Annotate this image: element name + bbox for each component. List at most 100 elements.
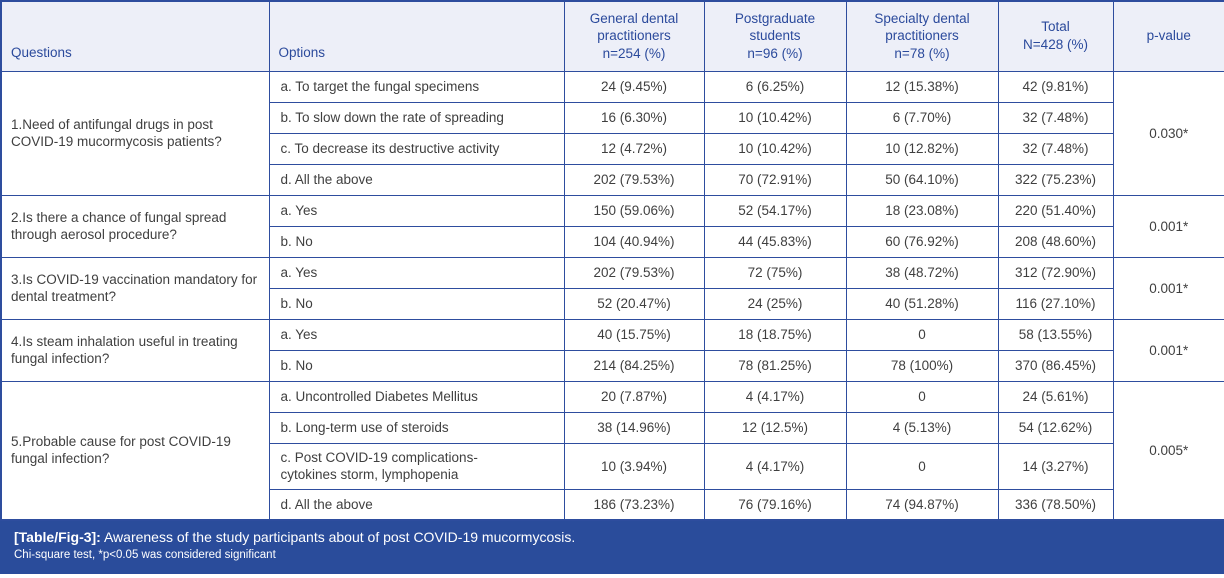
value-cell: 202 (79.53%) [563,256,705,289]
table-row: c. To decrease its destructive activity … [1,132,1224,165]
value-cell: 42 (9.81%) [997,70,1114,103]
table-row: b. No 214 (84.25%) 78 (81.25%) 78 (100%)… [1,349,1224,382]
option-cell: b. No [268,287,565,320]
value-cell: 208 (48.60%) [997,225,1114,258]
value-cell: 24 (25%) [703,287,847,320]
value-cell: 214 (84.25%) [563,349,705,382]
value-cell: 10 (10.42%) [703,101,847,134]
value-cell: 40 (15.75%) [563,318,705,351]
value-cell: 116 (27.10%) [997,287,1114,320]
value-cell: 52 (20.47%) [563,287,705,320]
value-cell: 322 (75.23%) [997,163,1114,196]
value-cell: 40 (51.28%) [845,287,999,320]
header-total: Total N=428 (%) [997,0,1114,72]
value-cell: 14 (3.27%) [997,442,1114,490]
awareness-table: Questions Options General dental practit… [0,0,1224,521]
value-cell: 104 (40.94%) [563,225,705,258]
table-row: b. No 52 (20.47%) 24 (25%) 40 (51.28%) 1… [1,287,1224,320]
value-cell: 72 (75%) [703,256,847,289]
question-cell: 2.Is there a chance of fungal spread thr… [0,194,270,258]
table-row: d. All the above 186 (73.23%) 76 (79.16%… [1,488,1224,521]
p-value-cell: 0.001* [1112,256,1224,320]
option-cell: b. No [268,225,565,258]
question-cell: 5.Probable cause for post COVID-19 funga… [0,380,270,521]
value-cell: 18 (23.08%) [845,194,999,227]
value-cell: 38 (14.96%) [563,411,705,444]
value-cell: 186 (73.23%) [563,488,705,521]
table-row: b. No 104 (40.94%) 44 (45.83%) 60 (76.92… [1,225,1224,258]
value-cell: 18 (18.75%) [703,318,847,351]
option-cell: a. Uncontrolled Diabetes Mellitus [268,380,565,413]
value-cell: 220 (51.40%) [997,194,1114,227]
option-cell: a. To target the fungal specimens [268,70,565,103]
value-cell: 50 (64.10%) [845,163,999,196]
value-cell: 10 (10.42%) [703,132,847,165]
option-cell: b. Long-term use of steroids [268,411,565,444]
value-cell: 20 (7.87%) [563,380,705,413]
header-postgraduate: Postgraduate students n=96 (%) [703,0,847,72]
value-cell: 78 (81.25%) [703,349,847,382]
option-cell: c. Post COVID-19 complications- cytokine… [268,442,565,490]
caption-text: Awareness of the study participants abou… [100,529,576,545]
value-cell: 150 (59.06%) [563,194,705,227]
value-cell: 58 (13.55%) [997,318,1114,351]
option-cell: a. Yes [268,318,565,351]
caption-footnote: Chi-square test, *p<0.05 was considered … [14,549,276,562]
value-cell: 74 (94.87%) [845,488,999,521]
value-cell: 6 (7.70%) [845,101,999,134]
value-cell: 12 (12.5%) [703,411,847,444]
value-cell: 4 (4.17%) [703,442,847,490]
p-value-cell: 0.030* [1112,70,1224,196]
table-row: b. To slow down the rate of spreading 16… [1,101,1224,134]
header-p-value: p-value [1112,0,1224,72]
table-row: 2.Is there a chance of fungal spread thr… [0,194,1224,258]
value-cell: 38 (48.72%) [845,256,999,289]
value-cell: 78 (100%) [845,349,999,382]
option-cell: a. Yes [268,194,565,227]
option-cell: a. Yes [268,256,565,289]
table-row: 3.Is COVID-19 vaccination mandatory for … [0,256,1224,320]
value-cell: 312 (72.90%) [997,256,1114,289]
value-cell: 76 (79.16%) [703,488,847,521]
option-cell: b. No [268,349,565,382]
value-cell: 10 (3.94%) [563,442,705,490]
question-cell: 3.Is COVID-19 vaccination mandatory for … [0,256,270,320]
value-cell: 24 (5.61%) [997,380,1114,413]
value-cell: 24 (9.45%) [563,70,705,103]
question-cell: 1.Need of antifungal drugs in post COVID… [0,70,270,196]
table-row: 4.Is steam inhalation useful in treating… [0,318,1224,382]
caption-tag: [Table/Fig-3]: [14,529,101,545]
value-cell: 336 (78.50%) [997,488,1114,521]
value-cell: 60 (76.92%) [845,225,999,258]
value-cell: 16 (6.30%) [563,101,705,134]
value-cell: 0 [845,318,999,351]
p-value-cell: 0.001* [1112,194,1224,258]
value-cell: 0 [845,442,999,490]
option-cell: d. All the above [268,163,565,196]
option-cell: b. To slow down the rate of spreading [268,101,565,134]
value-cell: 4 (5.13%) [845,411,999,444]
option-cell: d. All the above [268,488,565,521]
table-row: c. Post COVID-19 complications- cytokine… [1,442,1224,490]
header-options: Options [268,0,565,72]
header-row: Questions Options General dental practit… [0,0,1224,72]
value-cell: 32 (7.48%) [997,101,1114,134]
value-cell: 54 (12.62%) [997,411,1114,444]
value-cell: 4 (4.17%) [703,380,847,413]
p-value-cell: 0.005* [1112,380,1224,521]
value-cell: 370 (86.45%) [997,349,1114,382]
value-cell: 70 (72.91%) [703,163,847,196]
table-caption: [Table/Fig-3]: Awareness of the study pa… [0,521,1224,574]
header-specialty-dental: Specialty dental practitioners n=78 (%) [845,0,999,72]
p-value-cell: 0.001* [1112,318,1224,382]
value-cell: 32 (7.48%) [997,132,1114,165]
header-questions: Questions [0,0,270,72]
table-row: d. All the above 202 (79.53%) 70 (72.91%… [1,163,1224,196]
value-cell: 12 (15.38%) [845,70,999,103]
table-row: b. Long-term use of steroids 38 (14.96%)… [1,411,1224,444]
question-cell: 4.Is steam inhalation useful in treating… [0,318,270,382]
table-row: 5.Probable cause for post COVID-19 funga… [0,380,1224,521]
table-row: 1.Need of antifungal drugs in post COVID… [0,70,1224,196]
value-cell: 12 (4.72%) [563,132,705,165]
